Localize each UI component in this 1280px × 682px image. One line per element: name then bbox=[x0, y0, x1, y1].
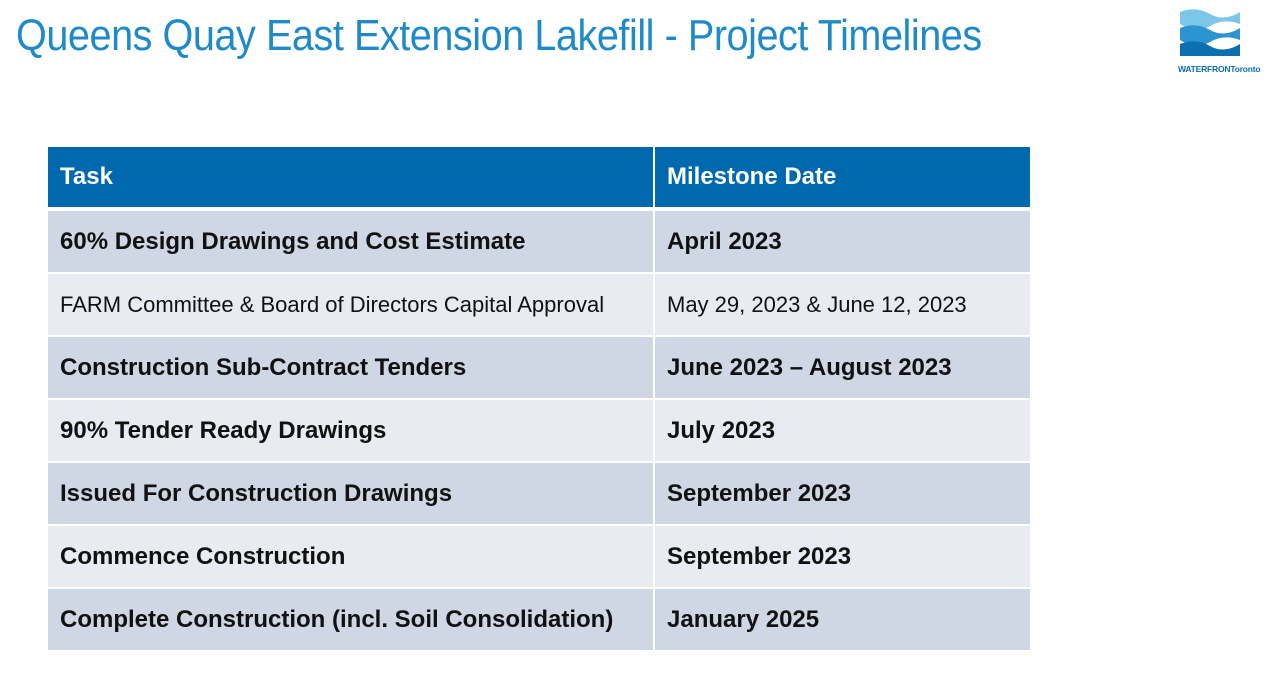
column-header-milestone-date: Milestone Date bbox=[655, 147, 1030, 211]
timeline-table: Task Milestone Date 60% Design Drawings … bbox=[48, 147, 1030, 652]
table-row: Commence Construction September 2023 bbox=[48, 526, 1030, 589]
milestone-date-cell: July 2023 bbox=[655, 400, 1030, 463]
waves-logo-icon bbox=[1180, 9, 1240, 56]
table-row: Complete Construction (incl. Soil Consol… bbox=[48, 589, 1030, 652]
table-row: 60% Design Drawings and Cost Estimate Ap… bbox=[48, 211, 1030, 274]
task-cell: Issued For Construction Drawings bbox=[48, 463, 655, 526]
task-cell: Construction Sub-Contract Tenders bbox=[48, 337, 655, 400]
milestone-date-cell: January 2025 bbox=[655, 589, 1030, 652]
task-cell: Complete Construction (incl. Soil Consol… bbox=[48, 589, 655, 652]
logo-wordmark: WATERFRONToronto bbox=[1178, 64, 1261, 74]
page-title: Queens Quay East Extension Lakefill - Pr… bbox=[16, 11, 982, 60]
task-cell: Commence Construction bbox=[48, 526, 655, 589]
milestone-date-cell: June 2023 – August 2023 bbox=[655, 337, 1030, 400]
table-row: FARM Committee & Board of Directors Capi… bbox=[48, 274, 1030, 337]
milestone-date-cell: May 29, 2023 & June 12, 2023 bbox=[655, 274, 1030, 337]
milestone-date-cell: April 2023 bbox=[655, 211, 1030, 274]
table-row: Issued For Construction Drawings Septemb… bbox=[48, 463, 1030, 526]
timeline-table-container: Task Milestone Date 60% Design Drawings … bbox=[48, 147, 1030, 652]
task-cell: FARM Committee & Board of Directors Capi… bbox=[48, 274, 655, 337]
milestone-date-cell: September 2023 bbox=[655, 463, 1030, 526]
task-cell: 60% Design Drawings and Cost Estimate bbox=[48, 211, 655, 274]
table-row: 90% Tender Ready Drawings July 2023 bbox=[48, 400, 1030, 463]
table-row: Construction Sub-Contract Tenders June 2… bbox=[48, 337, 1030, 400]
task-cell: 90% Tender Ready Drawings bbox=[48, 400, 655, 463]
table-header-row: Task Milestone Date bbox=[48, 147, 1030, 211]
column-header-task: Task bbox=[48, 147, 655, 211]
waterfront-toronto-logo: WATERFRONToronto bbox=[1176, 8, 1276, 78]
milestone-date-cell: September 2023 bbox=[655, 526, 1030, 589]
